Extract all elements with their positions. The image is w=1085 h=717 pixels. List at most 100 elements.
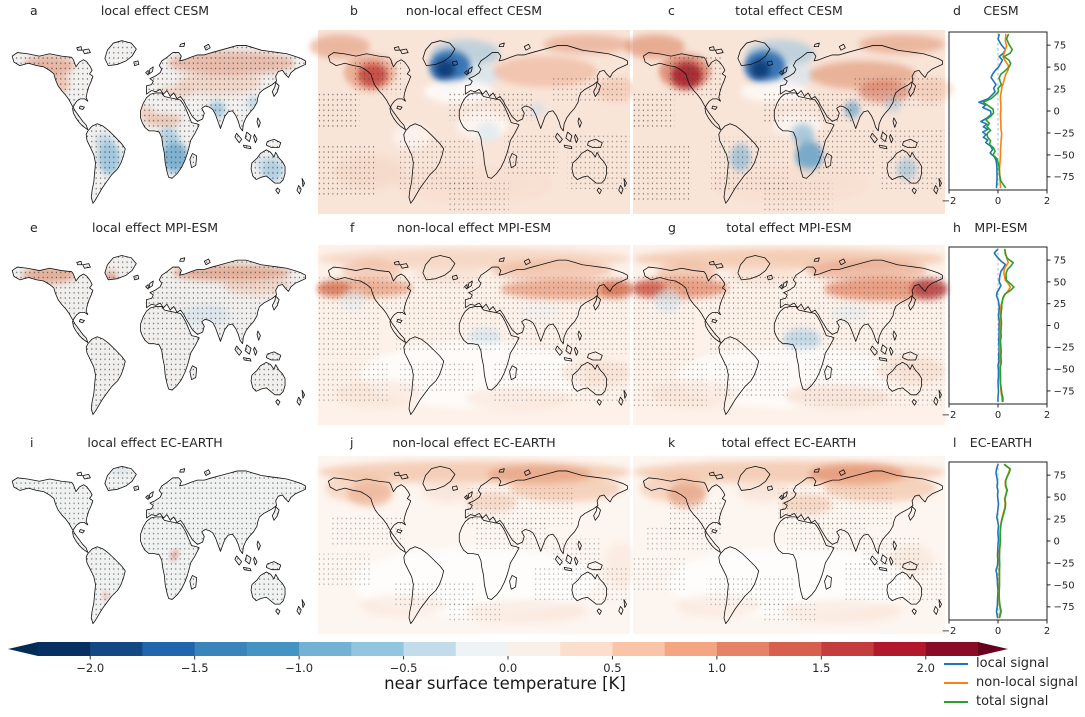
svg-text:25: 25 [1054, 84, 1067, 95]
svg-text:2: 2 [1044, 410, 1050, 421]
colorbar-axis-label: near surface temperature [K] [384, 674, 626, 693]
svg-text:50: 50 [1054, 493, 1067, 504]
svg-text:0: 0 [1054, 106, 1060, 117]
panel-f-title: f non-local effect MPI-ESM [318, 220, 630, 238]
panel-letter: h [953, 220, 961, 235]
svg-text:−50: −50 [1054, 365, 1075, 376]
colorbar-tick-label: 0.0 [499, 661, 517, 675]
colorbar-gradient: −2.0 −1.5 −1.0 −0.5 0.0 0.5 1.0 1.5 2.0 [8, 642, 1008, 675]
panel-d-zonal-plot: 75 50 25 0 −25 −50 −75 −2 0 2 [942, 31, 1075, 207]
panel-title-text: CESM [983, 3, 1019, 18]
panel-title-text: MPI-ESM [974, 220, 1028, 235]
colorbar-tick-label: −2.0 [76, 661, 104, 675]
panel-b-title: b non-local effect CESM [318, 3, 630, 21]
panel-title-text: total effect CESM [735, 3, 843, 18]
figure-legend: local signal non-local signal total signal [944, 654, 1084, 711]
panel-c-map [624, 30, 954, 214]
panel-title-text: non-local effect MPI-ESM [397, 220, 551, 235]
svg-text:−25: −25 [1054, 343, 1075, 354]
panel-letter: f [350, 220, 355, 235]
svg-text:0: 0 [995, 196, 1001, 207]
panel-letter: k [668, 435, 676, 450]
panel-letter: d [953, 3, 961, 18]
panel-j-title: j non-local effect EC-EARTH [318, 435, 630, 453]
svg-text:−75: −75 [1054, 172, 1075, 183]
colorbar-tick-label: −1.0 [285, 661, 313, 675]
svg-text:−25: −25 [1054, 558, 1075, 569]
panel-letter: g [668, 220, 676, 235]
colorbar-tick-label: −0.5 [390, 661, 418, 675]
panel-a-title: a local effect CESM [2, 3, 308, 21]
panel-letter: i [30, 435, 34, 450]
panel-letter: l [953, 435, 957, 450]
svg-text:2: 2 [1044, 196, 1050, 207]
panel-e-title: e local effect MPI-ESM [2, 220, 308, 238]
svg-text:50: 50 [1054, 277, 1067, 288]
svg-text:−75: −75 [1054, 602, 1075, 613]
legend-label: total signal [976, 694, 1049, 709]
svg-text:0: 0 [995, 410, 1001, 421]
panel-letter: j [350, 435, 354, 450]
panel-title-text: total effect EC-EARTH [721, 435, 857, 450]
panel-d-title: d CESM [945, 3, 1057, 21]
panel-letter: c [668, 3, 675, 18]
legend-item: non-local signal [944, 673, 1084, 692]
panel-title-text: non-local effect EC-EARTH [392, 435, 556, 450]
legend-label: non-local signal [976, 675, 1079, 690]
svg-text:25: 25 [1054, 299, 1067, 310]
legend-label: local signal [976, 656, 1049, 671]
panel-i-map [2, 456, 308, 634]
svg-text:−50: −50 [1054, 580, 1075, 591]
svg-text:2: 2 [1044, 626, 1050, 637]
svg-text:75: 75 [1054, 255, 1067, 266]
panel-title-text: local effect EC-EARTH [87, 435, 223, 450]
panel-letter: e [30, 220, 38, 235]
svg-text:75: 75 [1054, 471, 1067, 482]
legend-item: local signal [944, 654, 1084, 673]
svg-text:−75: −75 [1054, 386, 1075, 397]
panel-h-zonal-plot: 75 50 25 0 −25 −50 −75 −2 0 2 [942, 246, 1075, 421]
svg-text:25: 25 [1054, 514, 1067, 525]
panel-letter: b [350, 3, 358, 18]
panel-a-map [2, 30, 308, 214]
colorbar-tick-label: 1.0 [708, 661, 726, 675]
panel-l-title: l EC-EARTH [945, 435, 1057, 453]
colorbar-tick-label: 0.5 [603, 661, 621, 675]
panel-k-map [633, 456, 945, 634]
panel-c-title: c total effect CESM [633, 3, 945, 21]
panel-title-text: EC-EARTH [969, 435, 1033, 450]
svg-text:−25: −25 [1054, 128, 1075, 139]
panel-b-map [309, 30, 639, 214]
svg-text:−2: −2 [942, 626, 957, 637]
svg-text:−2: −2 [942, 410, 957, 421]
colorbar-tick-label: −1.5 [181, 661, 209, 675]
svg-text:0: 0 [995, 626, 1001, 637]
panel-title-text: total effect MPI-ESM [726, 220, 852, 235]
legend-line-swatch [944, 681, 968, 684]
panel-title-text: local effect MPI-ESM [92, 220, 218, 235]
panel-letter: a [30, 3, 38, 18]
panel-k-title: k total effect EC-EARTH [633, 435, 945, 453]
panel-l-zonal-plot: 75 50 25 0 −25 −50 −75 −2 0 2 [942, 461, 1075, 637]
colorbar-tick-label: 2.0 [917, 661, 935, 675]
legend-line-swatch [944, 662, 968, 665]
colorbar: −2.0 −1.5 −1.0 −0.5 0.0 0.5 1.0 1.5 2.0 [8, 642, 1008, 678]
svg-text:0: 0 [1054, 536, 1060, 547]
panel-title-text: non-local effect CESM [405, 3, 543, 18]
panel-e-map [2, 245, 308, 425]
panel-title-text: local effect CESM [100, 3, 210, 18]
legend-item: total signal [944, 692, 1084, 711]
panel-g-map [631, 245, 949, 425]
svg-text:0: 0 [1054, 321, 1060, 332]
svg-text:−2: −2 [942, 196, 957, 207]
panel-g-title: g total effect MPI-ESM [633, 220, 945, 238]
panel-j-map [318, 456, 639, 634]
legend-line-swatch [944, 700, 968, 703]
colorbar-tick-label: 1.5 [812, 661, 830, 675]
panel-i-title: i local effect EC-EARTH [2, 435, 308, 453]
svg-text:−50: −50 [1054, 150, 1075, 161]
svg-text:75: 75 [1054, 41, 1067, 52]
svg-text:50: 50 [1054, 63, 1067, 74]
panel-h-title: h MPI-ESM [945, 220, 1057, 238]
